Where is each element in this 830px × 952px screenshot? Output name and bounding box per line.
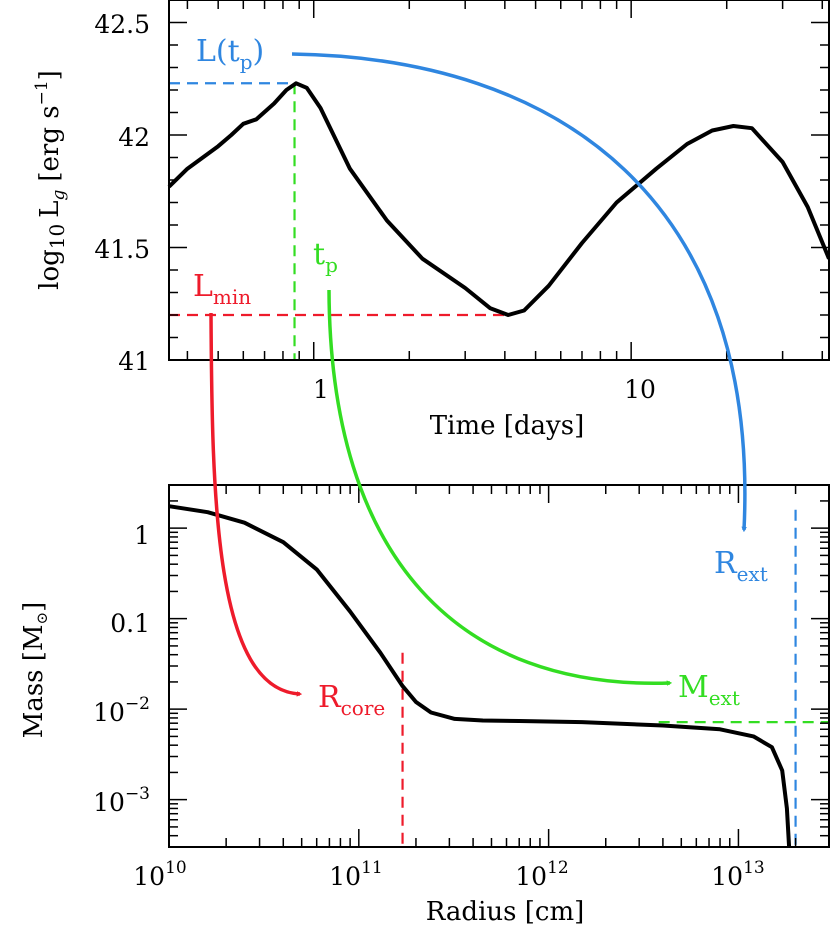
connector-arrows <box>209 52 747 697</box>
bottom-x-tick-label: 1013 <box>711 858 764 891</box>
green-arrow <box>327 289 673 686</box>
top-x-axis-title: Time [days] <box>430 411 584 441</box>
top-y-tick-label: 42.5 <box>94 10 150 39</box>
top-y-tick-label: 42 <box>118 123 150 152</box>
top-y-axis-title: log10Lg[erg s−1] <box>32 70 69 290</box>
top-y-tick-label: 41.5 <box>94 235 150 264</box>
label-R-ext: Rext <box>714 546 768 586</box>
label-L-tp: L(tp) <box>196 34 264 74</box>
label-M-ext: Mext <box>678 670 740 710</box>
bottom-x-tick-label: 1012 <box>515 858 568 891</box>
bottom-ticks <box>168 484 830 848</box>
bottom-x-tick-labels: 1010 1011 1012 1013 <box>133 858 764 891</box>
top-ticks <box>169 0 829 361</box>
bottom-guides <box>401 509 829 847</box>
bottom-y-tick-label: 0.1 <box>110 609 150 638</box>
bottom-y-tick-label: 10−2 <box>93 694 150 727</box>
bottom-panel: 1010 1011 1012 1013 1 0.1 10−2 10−3 Radi… <box>19 484 830 927</box>
top-x-tick-label: 1 <box>313 375 329 404</box>
top-panel: 1 10 41 41.5 42 42.5 Time [days] log10Lg… <box>32 0 830 441</box>
bottom-y-axis-title: Mass [M⊙] <box>19 602 51 739</box>
top-x-tick-labels: 1 10 <box>313 375 656 404</box>
top-y-tick-label: 41 <box>118 347 150 376</box>
blue-arrow <box>291 52 747 533</box>
top-guides <box>169 82 509 360</box>
top-x-tick-label: 10 <box>624 375 656 404</box>
bottom-x-axis-title: Radius [cm] <box>426 897 585 927</box>
label-tp: tp <box>313 237 338 277</box>
bottom-y-tick-labels: 1 0.1 10−2 10−3 <box>93 521 150 817</box>
luminosity-curve <box>167 81 830 317</box>
bottom-x-tick-label: 1010 <box>133 858 186 891</box>
bottom-y-tick-label: 10−3 <box>93 784 150 817</box>
annotations: L(tp) tp Lmin Rcore Mext Rext <box>193 34 768 720</box>
label-Lmin: Lmin <box>193 269 251 309</box>
bottom-frame <box>168 484 830 848</box>
mass-curve <box>168 504 792 848</box>
bottom-y-tick-label: 1 <box>134 521 150 550</box>
label-R-core: Rcore <box>318 680 385 720</box>
top-y-tick-labels: 41 41.5 42 42.5 <box>94 10 150 376</box>
bottom-x-tick-label: 1011 <box>329 858 382 891</box>
top-frame <box>168 0 830 361</box>
red-arrow <box>209 312 303 697</box>
